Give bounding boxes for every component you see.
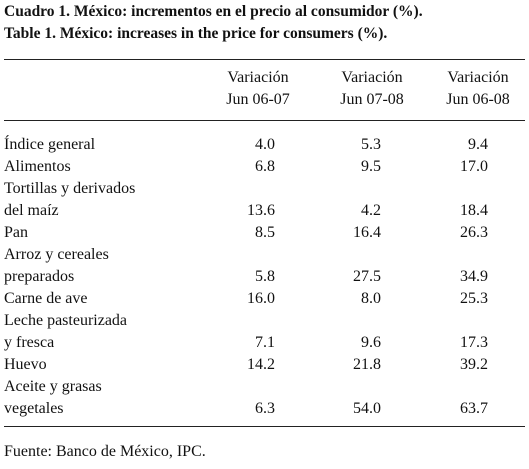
row-label: Índice general [4,136,96,153]
cell-value: 8.5 [255,224,275,241]
bottom-rule [4,426,525,427]
row-label: y fresca [4,334,55,351]
title-line: Cuadro 1. México: incrementos en el prec… [4,3,423,20]
cell-value: 6.3 [255,400,275,417]
column-header: Jun 06-07 [226,91,290,108]
title-line: Table 1. México: increases in the price … [4,25,388,42]
cell-value: 21.8 [353,356,381,373]
cell-value: 25.3 [460,290,488,307]
cell-value: 34.9 [460,268,488,285]
row-label: Leche pasteurizada [4,312,128,329]
cell-value: 17.3 [460,334,488,351]
cell-value: 13.6 [247,202,275,219]
row-label: Aceite y grasas [4,378,102,395]
header-rule [4,120,525,121]
row-label: preparados [4,268,75,285]
cell-value: 9.4 [468,136,488,153]
cell-value: 27.5 [353,268,381,285]
cell-value: 18.4 [460,202,488,219]
row-label: Arroz y cereales [4,246,109,263]
row-label: Alimentos [4,158,71,175]
cell-value: 7.1 [255,334,275,351]
cell-value: 8.0 [361,290,381,307]
source-note: Fuente: Banco de México, IPC. [4,443,206,460]
cell-value: 26.3 [460,224,488,241]
cell-value: 14.2 [247,356,275,373]
cell-value: 54.0 [353,400,381,417]
cell-value: 5.8 [255,268,275,285]
row-label: vegetales [4,400,64,417]
column-header: Jun 07-08 [340,91,404,108]
cell-value: 16.4 [353,224,381,241]
cell-value: 9.6 [361,334,381,351]
top-rule [4,59,525,60]
cell-value: 4.0 [255,136,275,153]
cell-value: 6.8 [255,158,275,175]
cell-value: 63.7 [460,400,488,417]
row-label: del maíz [4,202,59,219]
row-label: Tortillas y derivados [4,180,136,197]
cell-value: 5.3 [361,136,381,153]
cell-value: 4.2 [361,202,381,219]
column-header: Variación [447,69,509,86]
cell-value: 17.0 [460,158,488,175]
cell-value: 16.0 [247,290,275,307]
column-header: Variación [227,69,289,86]
row-label: Huevo [4,356,47,373]
row-label: Pan [4,224,28,241]
cell-value: 39.2 [460,356,488,373]
row-label: Carne de ave [4,290,88,307]
cell-value: 9.5 [361,158,381,175]
column-header: Jun 06-08 [446,91,510,108]
column-header: Variación [341,69,403,86]
